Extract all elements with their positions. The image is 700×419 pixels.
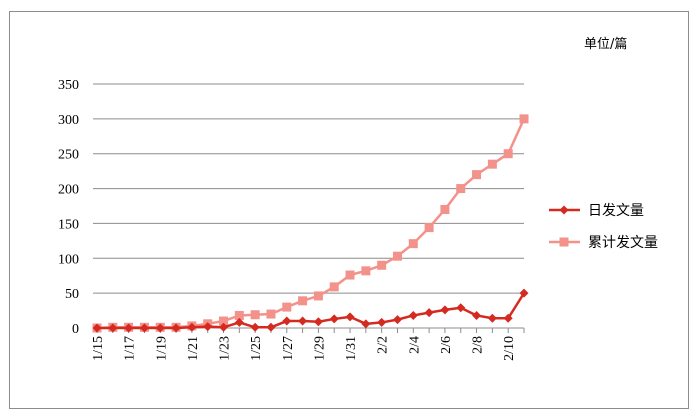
data-point-square (282, 302, 292, 312)
data-point-square (424, 223, 434, 233)
data-point-square (519, 114, 529, 124)
data-point-diamond (519, 288, 529, 298)
data-point-diamond (472, 310, 482, 320)
data-point-diamond (456, 303, 466, 313)
grid-lines (93, 83, 524, 294)
y-tick-label: 250 (58, 148, 79, 163)
data-point-diamond (108, 323, 118, 333)
chart-frame (9, 11, 689, 409)
x-tick-label: 1/25 (249, 336, 264, 361)
data-point-diamond (329, 314, 339, 324)
data-point-diamond (124, 323, 134, 333)
x-tick-label: 1/23 (218, 336, 233, 361)
data-point-square (487, 159, 497, 169)
y-tick-label: 150 (58, 217, 79, 232)
data-point-diamond (440, 305, 450, 315)
legend-marker-diamond (559, 205, 569, 215)
x-tick-label: 1/21 (186, 336, 201, 361)
data-point-diamond (313, 317, 323, 327)
data-point-diamond (250, 322, 260, 332)
data-point-diamond (345, 312, 355, 322)
data-point-diamond (139, 323, 149, 333)
data-point-diamond (487, 313, 497, 323)
data-point-square (313, 291, 323, 301)
data-point-square (234, 310, 244, 320)
x-tick-label: 2/6 (439, 336, 454, 354)
y-tick-label: 50 (65, 287, 79, 302)
data-point-square (266, 309, 276, 319)
data-point-diamond (219, 322, 229, 332)
series-line-0 (97, 292, 526, 330)
y-tick-label: 0 (72, 322, 79, 337)
data-point-diamond (361, 319, 371, 329)
data-point-diamond (408, 310, 418, 320)
y-tick-label: 300 (58, 113, 79, 128)
data-point-square (503, 149, 513, 159)
data-point-diamond (234, 317, 244, 327)
series-group (92, 114, 529, 333)
data-point-square (377, 260, 387, 270)
data-point-square (329, 282, 339, 292)
x-tick-label: 1/31 (344, 336, 359, 361)
x-tick-label: 2/4 (407, 336, 422, 354)
x-axis-tick-labels: 1/15 1/17 1/19 1/21 1/23 1/25 1/27 1/29 1/31 2/2 2… (91, 336, 517, 361)
x-tick-label: 1/15 (91, 336, 106, 361)
x-tick-label: 1/17 (123, 336, 138, 361)
data-point-square (345, 270, 355, 280)
data-point-diamond (155, 323, 165, 333)
data-point-diamond (298, 316, 308, 326)
data-point-diamond (171, 323, 181, 333)
legend-label: 日发文量 (588, 203, 644, 219)
data-point-diamond (187, 322, 197, 332)
y-tick-label: 200 (58, 183, 79, 198)
x-tick-label: 1/19 (154, 336, 169, 361)
x-tick-label: 2/2 (376, 336, 391, 354)
x-tick-label: 1/27 (281, 336, 296, 361)
data-point-square (472, 170, 482, 180)
data-point-square (440, 204, 450, 214)
data-point-diamond (392, 315, 402, 325)
legend-marker-square (559, 237, 569, 247)
data-point-diamond (503, 313, 513, 323)
data-point-square (392, 251, 402, 261)
data-point-square (408, 239, 418, 249)
x-tick-label: 1/29 (312, 336, 327, 361)
x-tick-label: 2/10 (502, 336, 517, 361)
data-point-square (219, 316, 229, 326)
unit-label: 单位/篇 (584, 37, 627, 52)
y-tick-label: 100 (58, 252, 79, 267)
data-point-diamond (92, 323, 102, 333)
y-axis-tick-labels: 0 50 100 150 200 250 300 350 (58, 78, 79, 337)
data-point-square (250, 310, 260, 320)
x-tick-label: 2/8 (471, 336, 486, 354)
data-point-diamond (266, 322, 276, 332)
data-point-square (456, 184, 466, 194)
data-point-diamond (282, 316, 292, 326)
data-point-diamond (203, 322, 213, 332)
data-point-diamond (377, 317, 387, 327)
legend-label: 累计发文量 (588, 235, 658, 251)
data-point-square (298, 296, 308, 306)
y-tick-label: 350 (58, 78, 79, 93)
data-point-diamond (424, 308, 434, 318)
data-point-square (361, 266, 371, 276)
